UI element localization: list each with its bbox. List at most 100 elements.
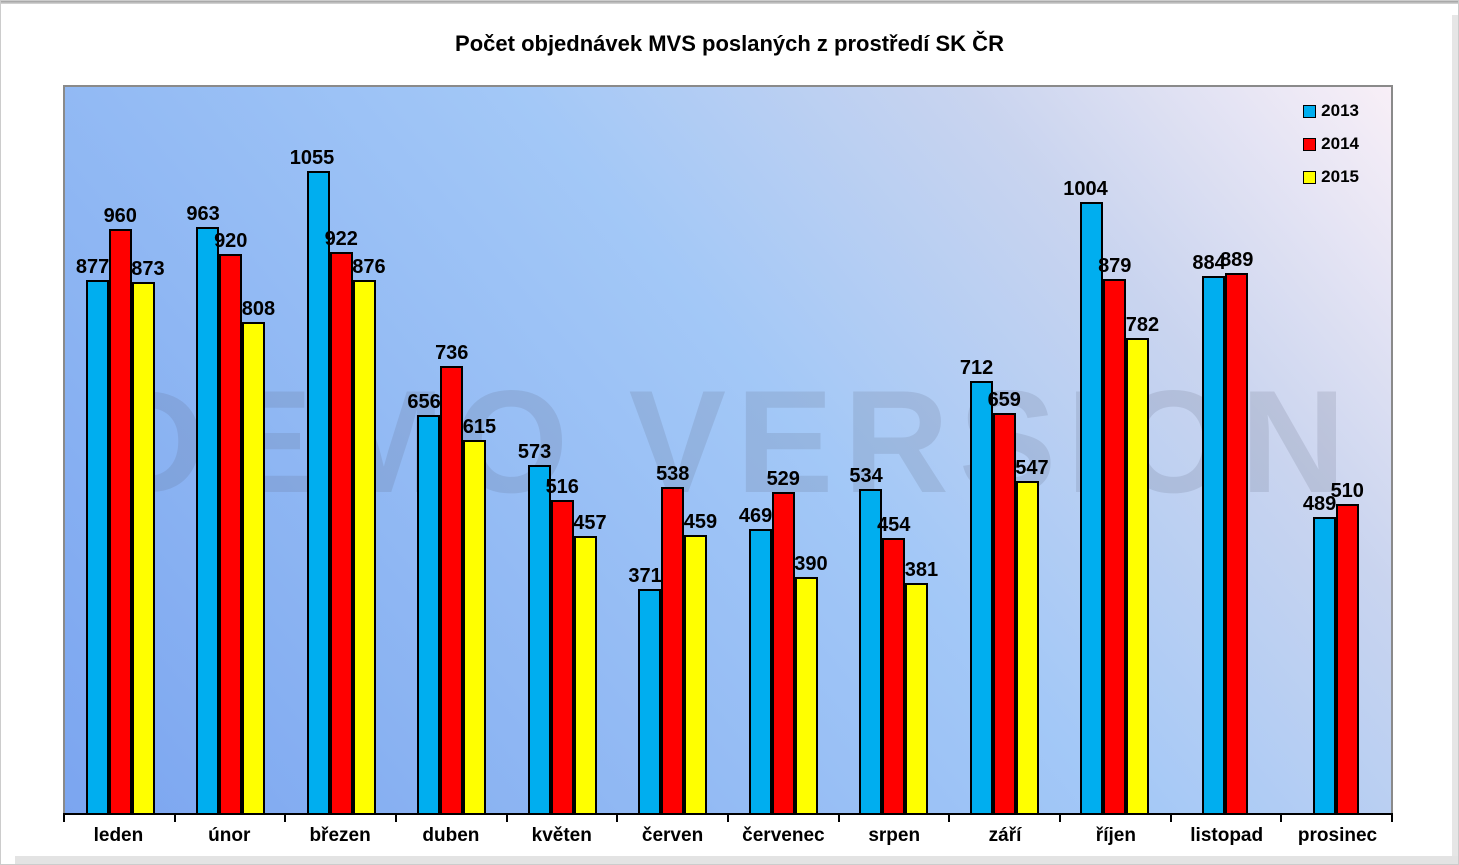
- legend-label: 2013: [1321, 101, 1359, 120]
- window-right-shadow: [1452, 15, 1458, 864]
- bar-value-label: 381: [904, 558, 939, 581]
- x-tick: [837, 815, 949, 822]
- bar-2015-červenec: 390: [794, 553, 828, 815]
- bar-group-duben: 656 736 615: [397, 87, 508, 815]
- x-axis-line: [63, 813, 1393, 815]
- chart-title: Počet objednávek MVS poslaných z prostře…: [455, 31, 1004, 56]
- bar-value-label: 889: [1220, 248, 1254, 271]
- bar-group-leden: 877 960 873: [65, 87, 176, 815]
- legend-swatch-icon: [1303, 104, 1317, 118]
- legend-item-2013: 2013: [1303, 101, 1359, 121]
- bar-2014-červenec: 529: [767, 468, 800, 815]
- x-tick: [1169, 815, 1281, 822]
- x-axis-label-říjen: říjen: [1095, 825, 1136, 846]
- bar-group-květen: 573 516 457: [507, 87, 618, 815]
- x-axis-labels: leden únor březen duben květen červen červenec…: [63, 823, 1393, 847]
- bar-value-label: 782: [1125, 313, 1160, 336]
- bar-2014-září: 659: [988, 389, 1021, 815]
- bar-value-label: 876: [352, 256, 386, 279]
- bar-2013-červenec: 469: [739, 505, 772, 815]
- bar-group-srpen: 534 454 381: [839, 87, 950, 815]
- bar-value-label: 922: [324, 228, 358, 251]
- bar-value-label: 390: [794, 553, 828, 576]
- bar-value-label: 457: [573, 512, 607, 535]
- bar-group-únor: 963 920 808: [176, 87, 287, 815]
- bar-group-září: 712 659 547: [949, 87, 1060, 815]
- bar-2013-leden: 877: [76, 256, 109, 815]
- bar-value-label: 459: [683, 510, 718, 533]
- bar-value-label: 510: [1330, 479, 1364, 502]
- bar-2014-únor: 920: [214, 230, 247, 815]
- bar-2015-duben: 615: [463, 416, 496, 815]
- x-axis-label-listopad: listopad: [1190, 825, 1264, 846]
- x-axis-label-leden: leden: [93, 825, 144, 846]
- bar-2014-leden: 960: [104, 205, 137, 815]
- x-tick: [727, 815, 838, 822]
- legend-label: 2015: [1321, 167, 1359, 186]
- x-tick: [948, 815, 1059, 822]
- bar-value-label: 736: [435, 341, 469, 364]
- x-axis-label-září: září: [988, 825, 1022, 846]
- x-axis-label-duben: duben: [422, 825, 480, 846]
- bar-group-březen: 1055 922 876: [286, 87, 397, 815]
- bar-value-label: 1055: [289, 147, 335, 170]
- x-tick: [395, 815, 506, 822]
- bar-2015-říjen: 782: [1126, 314, 1159, 815]
- x-tick: [284, 815, 395, 822]
- bar-value-label: 469: [738, 504, 773, 527]
- bar-2013-prosinec: 489: [1303, 493, 1336, 815]
- bar-2014-prosinec: 510: [1331, 480, 1364, 815]
- bar-groups: 877 960 873 963 920 808 1055 922 876 656 736 615 573…: [65, 87, 1391, 815]
- bar-group-prosinec: 489 510: [1281, 87, 1392, 815]
- bar-2013-srpen: 534: [849, 465, 883, 815]
- x-tick: [1059, 815, 1170, 822]
- bar-value-label: 371: [628, 564, 662, 587]
- bar-value-label: 920: [214, 229, 248, 252]
- bar-value-label: 877: [75, 255, 110, 278]
- bar-2013-květen: 573: [518, 441, 551, 815]
- x-axis-label-červen: červen: [641, 825, 704, 846]
- legend-item-2014: 2014: [1303, 134, 1359, 154]
- x-axis-label-prosinec: prosinec: [1297, 825, 1378, 846]
- x-axis-ticks: [63, 815, 1394, 822]
- bar-value-label: 873: [131, 258, 165, 281]
- bar-2013-červen: 371: [628, 565, 662, 815]
- bar-value-label: 1004: [1063, 178, 1108, 201]
- bar-2013-únor: 963: [186, 203, 220, 815]
- bar-value-label: 879: [1098, 254, 1132, 277]
- bar-2015-leden: 873: [131, 258, 165, 815]
- x-axis-label-březen: březen: [309, 825, 371, 846]
- legend-item-2015: 2015: [1303, 167, 1359, 187]
- bar-value-label: 454: [877, 513, 911, 536]
- bar-2015-září: 547: [1015, 457, 1049, 815]
- window-top-edge: [1, 1, 1458, 4]
- bar-value-label: 808: [241, 297, 276, 320]
- bar-value-label: 538: [656, 462, 690, 485]
- bar-2015-červen: 459: [684, 511, 717, 815]
- bar-value-label: 489: [1302, 492, 1337, 515]
- bar-2015-květen: 457: [573, 512, 607, 815]
- window-bottom-shadow: [15, 856, 1458, 864]
- x-tick: [616, 815, 727, 822]
- bar-2014-květen: 516: [546, 476, 579, 815]
- x-tick: [173, 815, 285, 822]
- x-axis-label-srpen: srpen: [868, 825, 921, 846]
- bar-2014-srpen: 454: [877, 514, 910, 815]
- bar-2015-březen: 876: [352, 256, 386, 815]
- bar-value-label: 615: [462, 415, 497, 438]
- bar-2013-listopad: 884: [1192, 252, 1226, 815]
- bar-group-listopad: 884 889: [1170, 87, 1281, 815]
- bar-group-říjen: 1004 879 782: [1060, 87, 1171, 815]
- bar-2013-březen: 1055: [290, 147, 334, 815]
- bar-value-label: 963: [186, 203, 220, 226]
- legend-swatch-icon: [1303, 170, 1317, 184]
- bar-value-label: 573: [517, 441, 552, 464]
- bar-value-label: 656: [407, 390, 441, 413]
- bar-2014-červen: 538: [656, 463, 689, 815]
- bar-value-label: 534: [849, 465, 883, 488]
- bar-group-červen: 371 538 459: [618, 87, 729, 815]
- bar-value-label: 516: [545, 476, 579, 499]
- bar-value-label: 960: [103, 205, 137, 228]
- x-axis-label-květen: květen: [531, 825, 592, 846]
